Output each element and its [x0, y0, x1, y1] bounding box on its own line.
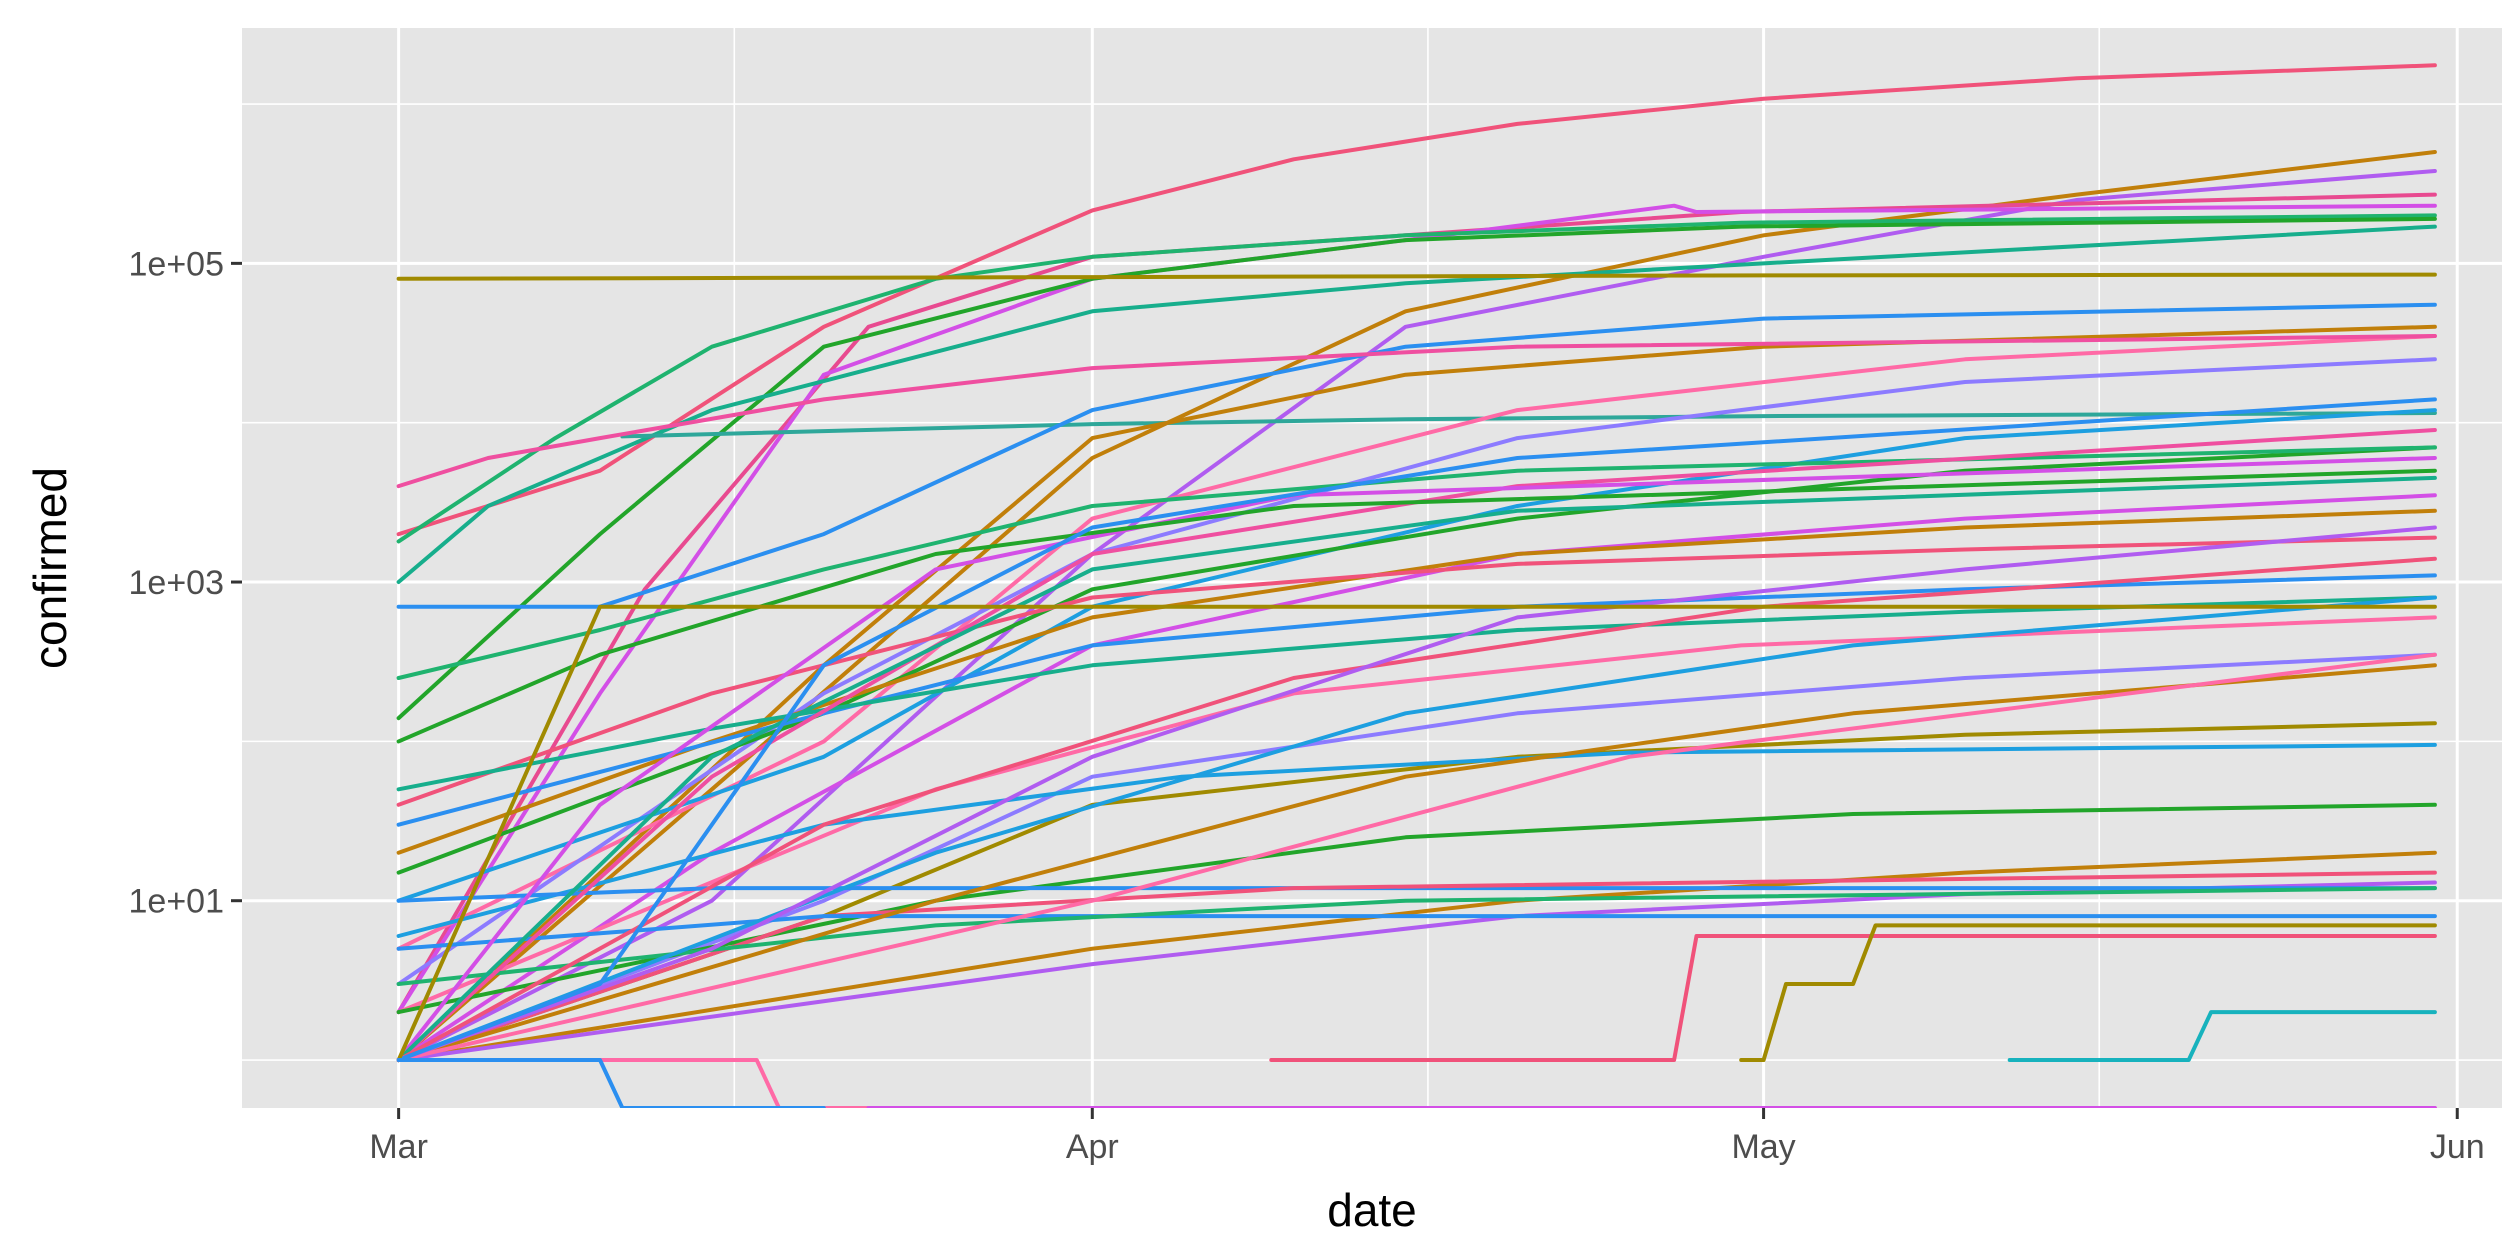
- series-line-41: [396, 652, 2437, 1062]
- series-line-2: [396, 150, 2437, 1062]
- series-line-17: [396, 334, 2437, 489]
- series-line-20: [396, 508, 2437, 855]
- series-line-36: [396, 456, 2437, 1062]
- y-tick-label: 1e+03: [129, 564, 225, 602]
- x-tick-label: Mar: [369, 1128, 428, 1166]
- y-axis-title: confirmed: [24, 467, 76, 669]
- series-line-44: [396, 397, 2437, 1062]
- series-line-32: [396, 870, 2437, 1062]
- y-tick-label: 1e+01: [129, 883, 225, 921]
- series-line-35: [396, 428, 2437, 1062]
- series-line-10: [620, 411, 2437, 439]
- series-line-8: [396, 224, 2437, 584]
- series-line-6: [396, 213, 2437, 544]
- series-line-50: [1739, 923, 2437, 1062]
- series-line-19: [396, 445, 2437, 680]
- x-axis-title: date: [1327, 1184, 1417, 1236]
- x-tick-label: Apr: [1066, 1128, 1119, 1166]
- x-tick-label: May: [1731, 1128, 1795, 1166]
- x-axis: Mar Apr May Jun: [369, 1108, 2485, 1166]
- series-line-42: [396, 525, 2437, 1062]
- series-line-15: [396, 408, 2437, 903]
- series-line-47: [396, 1058, 826, 1108]
- grid-lines: [242, 28, 2502, 1108]
- series-line-39: [396, 595, 2437, 1062]
- series-line-23: [396, 595, 2437, 792]
- series-line-43: [396, 468, 2437, 744]
- series-line-1: [396, 63, 2437, 537]
- series-line-16: [396, 445, 2437, 875]
- series-line-18: [396, 493, 2437, 1062]
- y-tick-label: 1e+05: [129, 245, 225, 283]
- series-line-13: [396, 334, 2437, 951]
- plot-panel: [242, 28, 2502, 1108]
- series-line-21: [396, 535, 2437, 807]
- series-lines: [396, 63, 2437, 1108]
- series-line-31: [396, 886, 2437, 903]
- series-line-37: [396, 475, 2437, 1062]
- series-line-40: [396, 663, 2437, 1062]
- series-line-51: [2007, 1010, 2437, 1062]
- series-line-49: [1269, 934, 2437, 1062]
- series-line-45: [396, 604, 2437, 1062]
- series-line-9: [396, 272, 2437, 281]
- series-line-33: [396, 914, 2437, 951]
- y-axis: 1e+01 1e+03 1e+05: [129, 245, 242, 921]
- series-line-38: [396, 556, 2437, 1062]
- series-line-3: [396, 169, 2437, 1062]
- series-line-27: [396, 742, 2437, 938]
- x-tick-label: Jun: [2430, 1128, 2485, 1166]
